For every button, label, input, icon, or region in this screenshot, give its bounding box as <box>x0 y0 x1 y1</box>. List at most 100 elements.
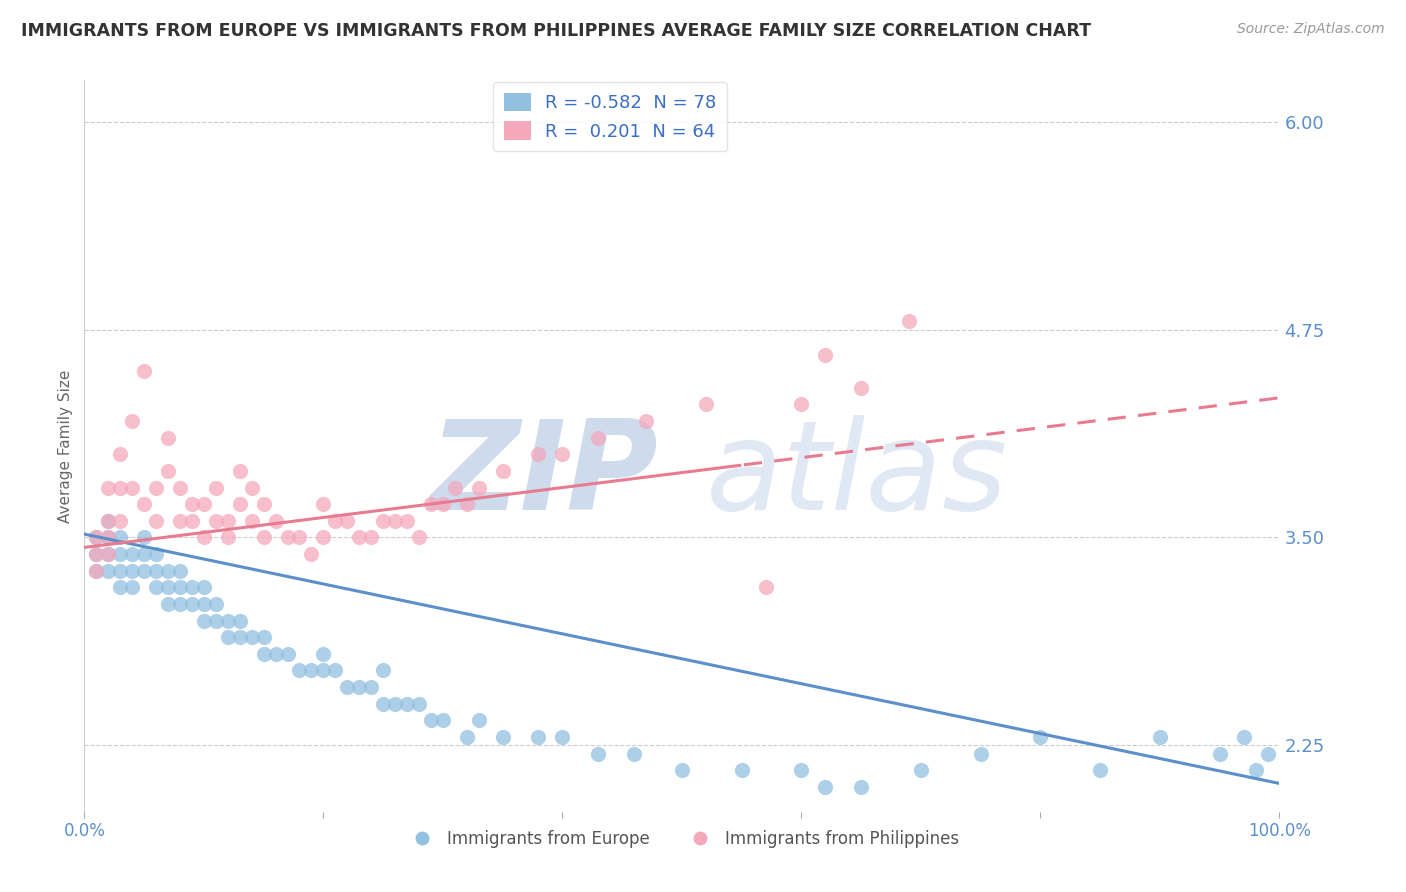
Point <box>145 514 167 528</box>
Point <box>97 530 120 544</box>
Point <box>157 431 180 445</box>
Point <box>121 414 143 428</box>
Point <box>145 547 167 561</box>
Point <box>264 514 287 528</box>
Point <box>623 747 645 761</box>
Point <box>193 530 215 544</box>
Point <box>432 497 454 511</box>
Point <box>671 763 693 777</box>
Point <box>373 664 395 678</box>
Text: ZIP: ZIP <box>429 415 658 536</box>
Point <box>456 730 478 744</box>
Point <box>373 697 395 711</box>
Point <box>110 530 132 544</box>
Point <box>1090 763 1112 777</box>
Point <box>384 697 406 711</box>
Point <box>181 497 204 511</box>
Point <box>277 530 299 544</box>
Point <box>456 497 478 511</box>
Point <box>432 714 454 728</box>
Point <box>110 447 132 461</box>
Point <box>193 597 215 611</box>
Point <box>217 530 239 544</box>
Point <box>588 747 610 761</box>
Point <box>86 530 108 544</box>
Point <box>132 564 156 578</box>
Point <box>97 514 120 528</box>
Point <box>157 464 180 478</box>
Point <box>384 514 406 528</box>
Point <box>277 647 299 661</box>
Point <box>86 564 108 578</box>
Point <box>229 464 252 478</box>
Point <box>898 314 921 328</box>
Point <box>240 481 263 495</box>
Point <box>349 530 371 544</box>
Point <box>253 497 276 511</box>
Point <box>229 497 252 511</box>
Point <box>408 697 430 711</box>
Point <box>169 514 191 528</box>
Point <box>86 547 108 561</box>
Point <box>551 447 574 461</box>
Point <box>97 547 120 561</box>
Point <box>301 547 323 561</box>
Point <box>1029 730 1052 744</box>
Point <box>790 763 813 777</box>
Point <box>264 647 287 661</box>
Point <box>910 763 932 777</box>
Point <box>169 564 191 578</box>
Point <box>169 580 191 594</box>
Point <box>360 680 382 694</box>
Point <box>336 514 359 528</box>
Point <box>205 514 228 528</box>
Point <box>97 530 120 544</box>
Point <box>695 397 717 411</box>
Point <box>110 564 132 578</box>
Point <box>110 580 132 594</box>
Point <box>755 580 778 594</box>
Point <box>851 780 873 794</box>
Point <box>169 597 191 611</box>
Point <box>325 514 347 528</box>
Point <box>253 647 276 661</box>
Point <box>396 697 419 711</box>
Point <box>86 530 108 544</box>
Point <box>240 514 263 528</box>
Point <box>312 530 335 544</box>
Y-axis label: Average Family Size: Average Family Size <box>58 369 73 523</box>
Point <box>181 514 204 528</box>
Text: IMMIGRANTS FROM EUROPE VS IMMIGRANTS FROM PHILIPPINES AVERAGE FAMILY SIZE CORREL: IMMIGRANTS FROM EUROPE VS IMMIGRANTS FRO… <box>21 22 1091 40</box>
Point <box>193 614 215 628</box>
Point <box>181 580 204 594</box>
Point <box>1257 747 1279 761</box>
Point <box>253 630 276 644</box>
Point <box>240 630 263 644</box>
Point <box>217 614 239 628</box>
Point <box>349 680 371 694</box>
Point <box>121 564 143 578</box>
Point <box>121 580 143 594</box>
Text: Source: ZipAtlas.com: Source: ZipAtlas.com <box>1237 22 1385 37</box>
Point <box>408 530 430 544</box>
Point <box>110 514 132 528</box>
Point <box>157 564 180 578</box>
Point <box>396 514 419 528</box>
Text: atlas: atlas <box>706 415 1008 536</box>
Point <box>145 481 167 495</box>
Point <box>97 547 120 561</box>
Point <box>420 497 443 511</box>
Legend: Immigrants from Europe, Immigrants from Philippines: Immigrants from Europe, Immigrants from … <box>398 823 966 855</box>
Point <box>790 397 813 411</box>
Point <box>217 630 239 644</box>
Point <box>492 464 515 478</box>
Point <box>193 497 215 511</box>
Point <box>253 530 276 544</box>
Point <box>312 647 335 661</box>
Point <box>86 564 108 578</box>
Point <box>851 381 873 395</box>
Point <box>492 730 515 744</box>
Point <box>132 530 156 544</box>
Point <box>121 547 143 561</box>
Point <box>205 614 228 628</box>
